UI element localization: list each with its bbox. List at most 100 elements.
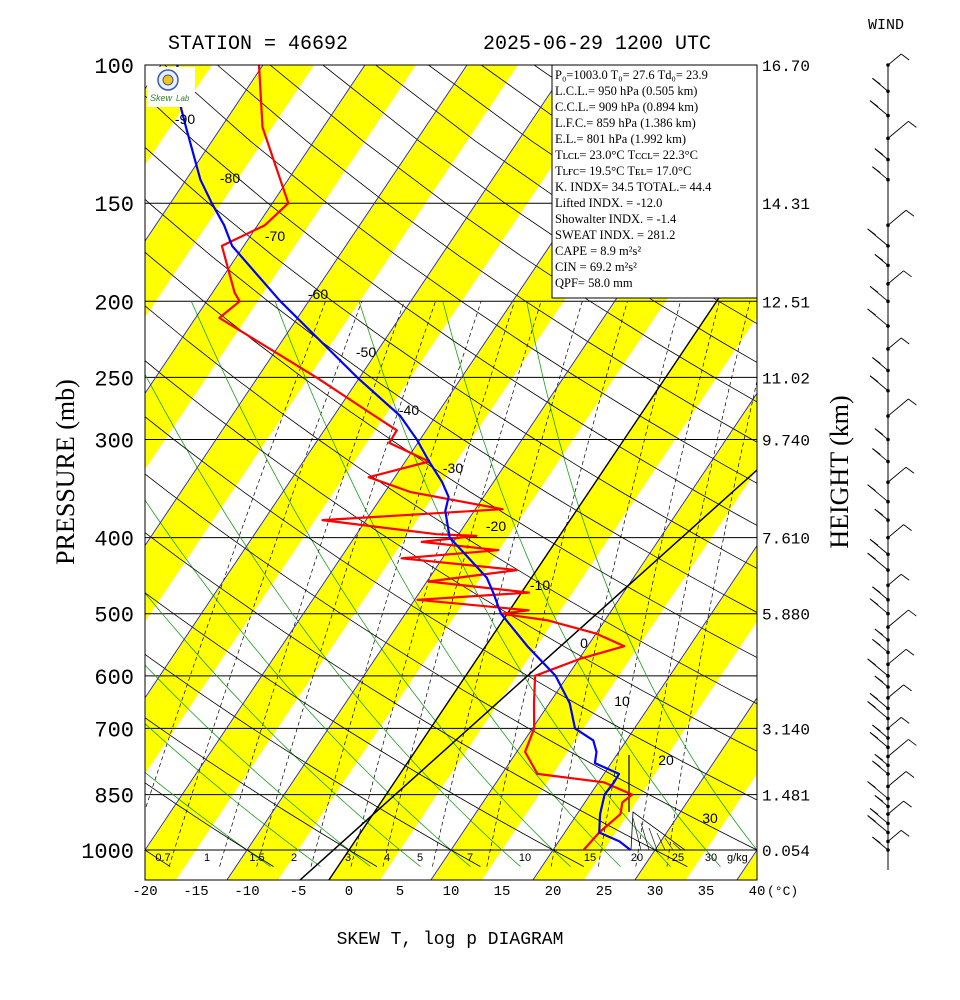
wind-barb bbox=[887, 398, 909, 417]
temperature-band bbox=[939, 65, 960, 883]
wind-barb-feather bbox=[900, 53, 910, 61]
wind-barb-feather bbox=[874, 428, 884, 435]
pressure-tick-label: 850 bbox=[94, 785, 134, 810]
wind-barb-feather bbox=[872, 166, 881, 174]
svg-text:Lab: Lab bbox=[176, 94, 190, 103]
temperature-line bbox=[176, 65, 632, 851]
index-line: Tʟғᴄ= 19.5°C Tᴇʟ= 17.0°C bbox=[555, 164, 691, 178]
isotherm-label: -70 bbox=[265, 228, 285, 244]
plot-frame bbox=[144, 64, 758, 881]
index-line: Showalter INDX. = -1.4 bbox=[555, 212, 677, 226]
index-line: Lifted INDX. = -12.0 bbox=[555, 196, 662, 210]
moist-adiabat bbox=[442, 301, 721, 867]
isotherm-label: -40 bbox=[399, 402, 419, 418]
wind-barb-feather bbox=[869, 692, 879, 700]
moist-adiabat bbox=[145, 771, 271, 867]
mixing-ratio-line bbox=[168, 301, 363, 867]
isotherm-lines bbox=[145, 29, 960, 882]
wind-barb-feather bbox=[869, 100, 879, 107]
moist-adiabat bbox=[145, 664, 371, 867]
wind-barb-feather bbox=[867, 815, 876, 822]
height-axis-title: HEIGHT (km) bbox=[825, 395, 854, 548]
wind-barb-feather bbox=[908, 739, 917, 746]
temperature-bands bbox=[145, 65, 960, 883]
wind-barb-feather bbox=[903, 524, 912, 531]
height-tick-label: 1.481 bbox=[762, 788, 810, 806]
wind-barb-feather bbox=[903, 800, 912, 808]
wind-barb-feather bbox=[900, 573, 910, 581]
wind-barb-feather bbox=[900, 337, 910, 345]
dry-adiabat bbox=[145, 95, 757, 526]
wind-barb bbox=[887, 524, 904, 538]
svg-text:Skew: Skew bbox=[150, 93, 173, 103]
wind-barb-feather bbox=[874, 675, 884, 683]
mixing-ratio-label: 2 bbox=[291, 852, 297, 864]
dry-adiabat bbox=[145, 360, 757, 752]
temperature-tick-label: 0 bbox=[345, 884, 353, 900]
mixing-ratio-labels: 0.7 1 1.5 2 3 4 5 7 10 15 20 25 30 g/kg bbox=[155, 852, 747, 864]
moist-adiabat bbox=[145, 592, 421, 867]
wind-barb-feather bbox=[905, 648, 915, 656]
wind-barb-feather bbox=[869, 598, 879, 606]
mixing-ratio-line bbox=[635, 301, 751, 867]
moist-adiabat bbox=[274, 301, 621, 867]
temperature-band bbox=[145, 65, 212, 165]
isotherm-label: -30 bbox=[443, 460, 463, 476]
dry-adiabat bbox=[145, 416, 757, 801]
height-tick-label: 14.31 bbox=[762, 196, 810, 214]
isotherm-label: -90 bbox=[175, 111, 195, 127]
height-tick-label: 0.054 bbox=[762, 843, 810, 861]
mixing-ratio-line bbox=[256, 301, 436, 867]
dry-adiabat bbox=[145, 198, 757, 613]
temperature-tick-label: 10 bbox=[443, 884, 460, 900]
wind-profile bbox=[867, 53, 917, 870]
station-logo: Skew Lab bbox=[147, 67, 195, 107]
moist-adiabat bbox=[358, 301, 671, 867]
isotherm-line bbox=[837, 29, 960, 882]
mixing-ratio-label: 30 bbox=[705, 852, 717, 864]
isotherm-label: -60 bbox=[308, 286, 328, 302]
dry-adiabat bbox=[145, 653, 481, 867]
wind-barb-feather bbox=[869, 375, 879, 383]
mixing-ratio-label: 1 bbox=[204, 852, 210, 864]
isotherm-line bbox=[145, 65, 366, 395]
wind-barb-feather bbox=[905, 209, 915, 217]
temperature-tick-label: -5 bbox=[290, 884, 307, 900]
temperature-tick-label: 20 bbox=[545, 884, 562, 900]
cape-hatch-line bbox=[640, 822, 650, 851]
temperature-tick-label: -15 bbox=[183, 884, 208, 900]
pressure-tick-label: 400 bbox=[94, 528, 134, 553]
temperature-tick-label: -10 bbox=[234, 884, 259, 900]
wind-barb-feather bbox=[872, 724, 881, 732]
wind-barb bbox=[887, 209, 907, 226]
height-tick-label: 16.70 bbox=[762, 58, 810, 76]
mixing-ratio-line bbox=[550, 301, 681, 867]
wind-barb-feather bbox=[867, 781, 876, 788]
wind-barb-feather bbox=[872, 77, 881, 85]
isotherm-line bbox=[634, 696, 757, 880]
dry-adiabat bbox=[145, 305, 757, 705]
mixing-ratio-label: 0.7 bbox=[155, 852, 170, 864]
pressure-tick-label: 300 bbox=[94, 430, 134, 455]
index-line: P₀=1003.0 T₀= 27.6 Td₀= 23.9 bbox=[555, 68, 708, 82]
cape-hatch-line bbox=[648, 827, 658, 851]
dry-adiabat bbox=[269, 65, 757, 403]
wind-barb-feather bbox=[872, 448, 881, 455]
mixing-ratio-line bbox=[219, 301, 405, 867]
pressure-tick-label: 150 bbox=[94, 193, 134, 218]
wind-barb-feather bbox=[869, 808, 879, 815]
dry-adiabat bbox=[145, 532, 688, 867]
isotherm-label: -20 bbox=[486, 518, 506, 534]
dry-adiabat-lines bbox=[145, 65, 757, 867]
wind-barb-feather bbox=[869, 538, 879, 546]
temperature-axis-labels: -20 -15 -10 -5 0 5 10 15 20 25 30 35 40 bbox=[132, 884, 765, 900]
wind-barb-feather bbox=[874, 508, 884, 516]
isotherm-label: 20 bbox=[658, 752, 674, 768]
isotherm-labels: -90 -80 -70 -60 -50 -40 -30 -20 -10 0 10 20 30 bbox=[175, 111, 718, 826]
wind-barb-feather bbox=[874, 254, 884, 261]
height-tick-label: 11.02 bbox=[762, 370, 810, 388]
temperature-band bbox=[145, 65, 518, 622]
wind-barb-feather bbox=[867, 228, 876, 236]
isotherm-line bbox=[145, 65, 264, 242]
index-line: CIN = 69.2 m²s² bbox=[555, 260, 637, 274]
